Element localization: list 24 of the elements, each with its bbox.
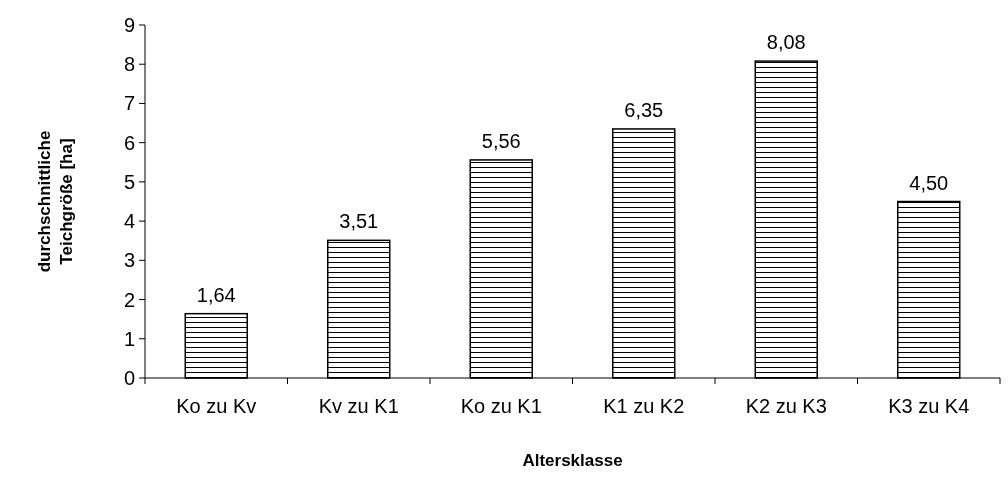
x-tick-label: K3 zu K4 [888, 395, 970, 417]
y-tick-label: 6 [123, 131, 135, 154]
y-tick-label: 2 [123, 288, 135, 311]
x-tick-label: Ko zu Kv [176, 395, 257, 417]
data-label: 6,35 [624, 98, 664, 121]
x-tick-label: Kv zu K1 [318, 395, 399, 417]
y-tick-label: 9 [123, 14, 135, 36]
x-tick-label: K2 zu K3 [745, 395, 827, 417]
y-axis-title: durchschnittliche Teichgröße [ha] [35, 130, 76, 273]
data-label: 3,51 [339, 210, 379, 233]
data-label: 1,64 [196, 283, 236, 306]
x-tick-label: Ko zu K1 [460, 395, 542, 417]
y-tick-label: 1 [123, 327, 135, 350]
y-tick-label: 0 [123, 367, 135, 389]
y-tick-label: 3 [123, 249, 135, 272]
y-tick-label: 7 [123, 92, 135, 115]
y-tick-label: 8 [123, 53, 135, 76]
y-tick-label: 5 [123, 170, 135, 193]
y-tick-label: 4 [123, 210, 135, 233]
x-axis-title: Altersklasse [522, 451, 623, 470]
x-tick-label: K1 zu K2 [603, 395, 685, 417]
data-label: 8,08 [766, 31, 806, 54]
data-label: 5,56 [481, 129, 521, 152]
data-label: 4,50 [909, 171, 949, 194]
